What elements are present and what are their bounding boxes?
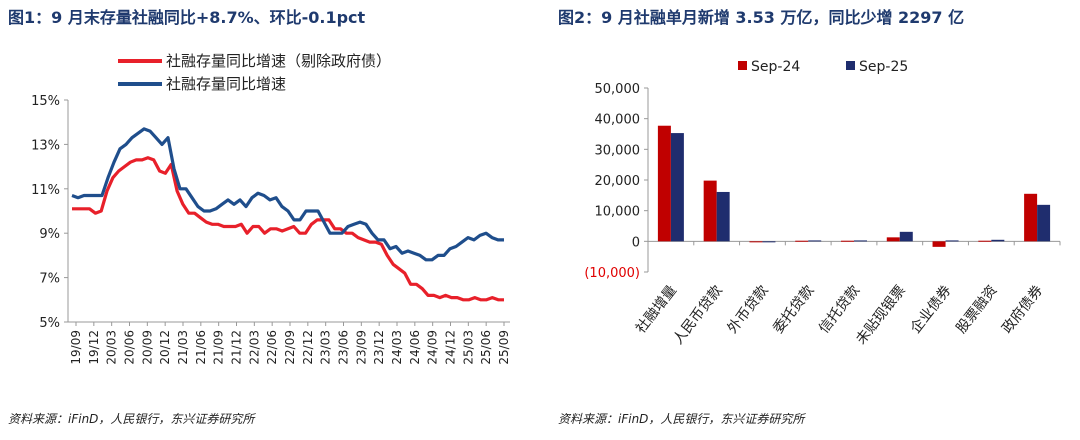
chart2-y-tick-label: (10,000) (584, 266, 640, 281)
chart1-y-tick-label: 13% (31, 138, 60, 153)
chart2-bar-chart: (10,000) 0 10,000 20,000 30,000 40,000 50,000 社… (584, 59, 1061, 348)
chart2-y-tick-label: 0 (632, 235, 640, 250)
chart1-x-tick-label: 22/06 (265, 330, 279, 365)
chart1-title: 图1：9 月末存量社融同比+8.7%、环比-0.1pct (8, 8, 366, 27)
chart1-x-tick-label: 20/12 (158, 330, 172, 365)
chart1-x-tick-label: 24/03 (390, 330, 404, 365)
chart2-bar-Sep-24 (978, 240, 992, 242)
chart1-x-tick-label: 21/12 (230, 330, 244, 365)
chart1-x-tick-label: 23/12 (372, 330, 386, 365)
chart1-x-tick-label: 25/06 (479, 330, 493, 365)
chart1-x-tick-label: 24/12 (444, 330, 458, 365)
chart1-x-tick-label: 22/12 (301, 330, 315, 365)
chart2-bar-Sep-25 (762, 241, 776, 243)
chart2-bar-Sep-25 (899, 231, 913, 242)
chart1-x-tick-label: 20/03 (105, 330, 119, 365)
chart1-x-tick-label: 20/06 (123, 330, 137, 365)
chart2-bar-Sep-25 (991, 239, 1005, 242)
chart2-category-label: 股票融资 (953, 283, 1000, 337)
chart2-bar-Sep-25 (716, 191, 730, 242)
chart1-x-tick-label: 19/09 (69, 330, 83, 365)
chart2-bar-Sep-24 (932, 241, 946, 247)
chart1-x-tick-label: 23/06 (337, 330, 351, 365)
chart1-y-tick-label: 5% (39, 316, 60, 331)
chart2-bar-Sep-24 (749, 241, 763, 243)
chart1-x-tick-label: 23/09 (354, 330, 368, 365)
chart2-legend-swatch-0 (738, 61, 747, 70)
chart2-category-label: 社融增量 (633, 283, 680, 337)
chart2-legend-label-1: Sep-25 (859, 59, 908, 75)
chart2-y-tick-label: 40,000 (595, 113, 641, 128)
chart1-series-line-0 (72, 156, 504, 302)
chart1-y-tick-label: 15% (31, 94, 60, 109)
chart1-source: 资料来源：iFinD，人民银行，东兴证券研究所 (8, 412, 255, 426)
chart2-title: 图2：9 月社融单月新增 3.53 万亿，同比少增 2297 亿 (558, 8, 965, 27)
chart2-bar-Sep-24 (657, 125, 671, 242)
chart1-x-tick-label: 24/06 (408, 330, 422, 365)
chart2-bar-Sep-24 (795, 240, 809, 242)
chart1-x-tick-label: 23/03 (319, 330, 333, 365)
chart2-y-tick-label: 10,000 (595, 205, 641, 220)
chart1-x-tick-label: 22/03 (247, 330, 261, 365)
chart2-bar-Sep-25 (945, 240, 959, 242)
chart1-x-tick-label: 25/03 (461, 330, 475, 365)
chart1-x-tick-label: 22/09 (283, 330, 297, 365)
chart2-legend-swatch-1 (846, 61, 855, 70)
chart2-y-tick-label: 30,000 (595, 143, 641, 158)
chart2-bar-Sep-24 (841, 240, 854, 242)
chart2-bar-Sep-25 (1037, 204, 1051, 242)
chart2-category-label: 委托贷款 (770, 283, 817, 337)
chart2-bar-Sep-24 (1024, 193, 1038, 242)
chart1-legend-label-1: 社融存量同比增速 (166, 75, 286, 93)
chart1-x-tick-label: 25/09 (497, 330, 511, 365)
chart1-legend-label-0: 社融存量同比增速（剔除政府债） (166, 52, 391, 70)
chart1-line-chart: 5% 7% 9% 11% 13% 15% 19/09 19/12 20/03 20/06 20/09… (31, 52, 511, 365)
chart2-bar-Sep-25 (854, 240, 867, 242)
chart2-category-label: 企业债券 (907, 282, 955, 337)
chart1-x-tick-label: 19/12 (87, 330, 101, 365)
chart1-y-tick-label: 9% (39, 227, 60, 242)
chart1-y-tick-label: 11% (31, 183, 60, 198)
chart2-bar-Sep-24 (886, 237, 900, 242)
chart2-bar-Sep-24 (703, 180, 717, 242)
chart2-legend-label-0: Sep-24 (751, 59, 800, 75)
chart1-x-tick-label: 21/03 (176, 330, 190, 365)
chart2-category-label: 信托贷款 (816, 283, 863, 337)
chart1-x-tick-label: 20/09 (140, 330, 154, 365)
chart1-x-tick-label: 21/06 (194, 330, 208, 365)
chart1-x-tick-label: 21/09 (212, 330, 226, 365)
chart2-category-label: 政府债券 (999, 283, 1046, 337)
chart2-bar-Sep-25 (808, 240, 822, 242)
chart2-y-tick-label: 20,000 (595, 174, 641, 189)
chart2-category-label: 外币贷款 (725, 283, 772, 337)
chart1-x-tick-label: 24/09 (426, 330, 440, 365)
chart2-bar-Sep-25 (670, 133, 684, 242)
chart1-y-tick-label: 7% (39, 272, 60, 287)
chart2-source: 资料来源：iFinD，人民银行，东兴证券研究所 (558, 412, 805, 426)
chart1-series-line-1 (71, 127, 504, 262)
chart2-y-tick-label: 50,000 (595, 82, 641, 97)
